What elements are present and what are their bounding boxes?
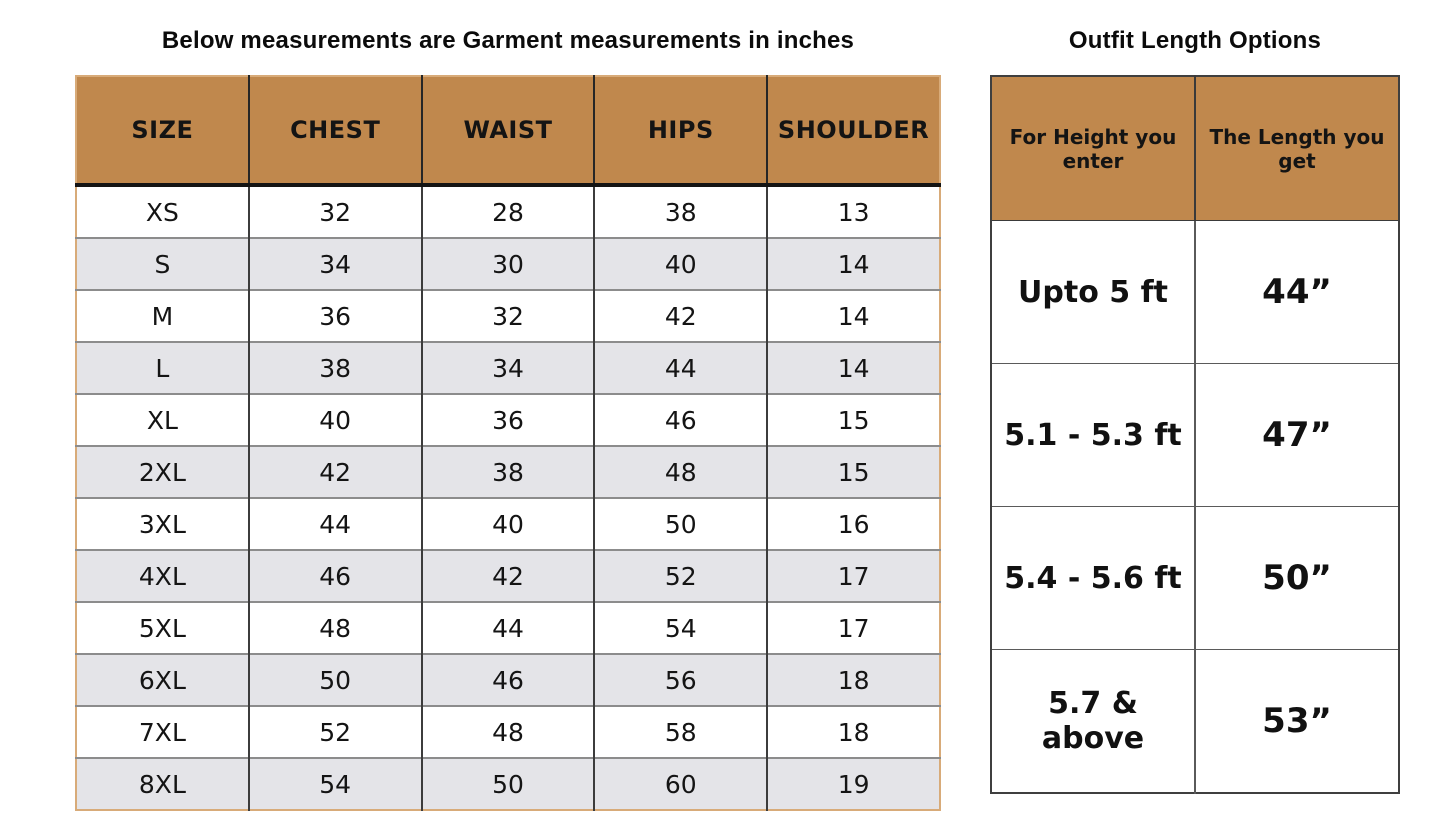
waist-cell: 48 bbox=[420, 705, 595, 758]
size-cell: XS bbox=[76, 184, 249, 238]
shoulder-cell: 18 bbox=[766, 653, 940, 706]
hips-cell: 42 bbox=[593, 289, 768, 342]
table-row: 2XL 42 38 48 15 bbox=[76, 445, 940, 498]
size-cell: 6XL bbox=[76, 653, 249, 706]
table-row: 6XL 50 46 56 18 bbox=[76, 653, 940, 706]
column-header-height: For Height you enter bbox=[990, 75, 1196, 221]
chest-cell: 36 bbox=[247, 289, 422, 342]
shoulder-cell: 16 bbox=[766, 497, 940, 550]
column-header-size: SIZE bbox=[76, 76, 249, 187]
length-value-cell: 47” bbox=[1194, 363, 1400, 507]
waist-cell: 30 bbox=[420, 237, 595, 290]
height-range-cell: 5.4 - 5.6 ft bbox=[990, 506, 1196, 650]
table-row: 8XL 54 50 60 19 bbox=[76, 757, 940, 810]
chest-cell: 40 bbox=[247, 393, 422, 446]
table-row: XS 32 28 38 13 bbox=[76, 184, 940, 238]
shoulder-cell: 15 bbox=[766, 393, 940, 446]
chest-cell: 54 bbox=[247, 757, 422, 810]
hips-cell: 48 bbox=[593, 445, 768, 498]
waist-cell: 32 bbox=[420, 289, 595, 342]
chest-cell: 46 bbox=[247, 549, 422, 602]
shoulder-cell: 14 bbox=[766, 289, 940, 342]
shoulder-cell: 13 bbox=[766, 184, 940, 238]
height-range-cell: 5.1 - 5.3 ft bbox=[990, 363, 1196, 507]
length-value-cell: 53” bbox=[1194, 649, 1400, 794]
shoulder-cell: 14 bbox=[766, 237, 940, 290]
size-cell: 2XL bbox=[76, 445, 249, 498]
garment-size-table: SIZE CHEST WAIST HIPS SHOULDER XS 32 28 … bbox=[75, 75, 941, 811]
hips-cell: 58 bbox=[593, 705, 768, 758]
waist-cell: 34 bbox=[420, 341, 595, 394]
chest-cell: 38 bbox=[247, 341, 422, 394]
table-row: L 38 34 44 14 bbox=[76, 341, 940, 394]
chest-cell: 32 bbox=[247, 184, 422, 238]
column-header-shoulder: SHOULDER bbox=[766, 76, 940, 187]
waist-cell: 50 bbox=[420, 757, 595, 810]
chest-cell: 50 bbox=[247, 653, 422, 706]
table-row: 5.4 - 5.6 ft 50” bbox=[990, 506, 1400, 650]
shoulder-cell: 18 bbox=[766, 705, 940, 758]
size-cell: L bbox=[76, 341, 249, 394]
table-row: Upto 5 ft 44” bbox=[990, 220, 1400, 364]
size-cell: 7XL bbox=[76, 705, 249, 758]
waist-cell: 28 bbox=[420, 184, 595, 238]
table-row: 5.7 & above 53” bbox=[990, 649, 1400, 794]
table-row: 7XL 52 48 58 18 bbox=[76, 705, 940, 758]
chest-cell: 34 bbox=[247, 237, 422, 290]
table-row: 4XL 46 42 52 17 bbox=[76, 549, 940, 602]
hips-cell: 56 bbox=[593, 653, 768, 706]
size-cell: 4XL bbox=[76, 549, 249, 602]
chest-cell: 42 bbox=[247, 445, 422, 498]
shoulder-cell: 17 bbox=[766, 549, 940, 602]
height-range-cell: 5.7 & above bbox=[990, 649, 1196, 794]
hips-cell: 44 bbox=[593, 341, 768, 394]
shoulder-cell: 17 bbox=[766, 601, 940, 654]
table-row: 5.1 - 5.3 ft 47” bbox=[990, 363, 1400, 507]
shoulder-cell: 14 bbox=[766, 341, 940, 394]
length-value-cell: 50” bbox=[1194, 506, 1400, 650]
hips-cell: 60 bbox=[593, 757, 768, 810]
shoulder-cell: 19 bbox=[766, 757, 940, 810]
hips-cell: 54 bbox=[593, 601, 768, 654]
waist-cell: 40 bbox=[420, 497, 595, 550]
hips-cell: 38 bbox=[593, 184, 768, 238]
hips-cell: 52 bbox=[593, 549, 768, 602]
chest-cell: 44 bbox=[247, 497, 422, 550]
column-header-hips: HIPS bbox=[593, 76, 768, 187]
size-cell: S bbox=[76, 237, 249, 290]
hips-cell: 50 bbox=[593, 497, 768, 550]
garment-table-title: Below measurements are Garment measureme… bbox=[161, 27, 855, 54]
outfit-length-table: For Height you enter The Length you get … bbox=[990, 75, 1400, 794]
size-cell: 8XL bbox=[76, 757, 249, 810]
chest-cell: 48 bbox=[247, 601, 422, 654]
hips-cell: 40 bbox=[593, 237, 768, 290]
outfit-header-row: For Height you enter The Length you get bbox=[990, 75, 1400, 221]
length-value-cell: 44” bbox=[1194, 220, 1400, 364]
garment-header-row: SIZE CHEST WAIST HIPS SHOULDER bbox=[76, 76, 940, 187]
waist-cell: 42 bbox=[420, 549, 595, 602]
chest-cell: 52 bbox=[247, 705, 422, 758]
hips-cell: 46 bbox=[593, 393, 768, 446]
size-cell: 3XL bbox=[76, 497, 249, 550]
waist-cell: 36 bbox=[420, 393, 595, 446]
column-header-waist: WAIST bbox=[420, 76, 595, 187]
table-row: M 36 32 42 14 bbox=[76, 289, 940, 342]
column-header-chest: CHEST bbox=[247, 76, 422, 187]
column-header-length: The Length you get bbox=[1194, 75, 1400, 221]
table-row: S 34 30 40 14 bbox=[76, 237, 940, 290]
table-row: XL 40 36 46 15 bbox=[76, 393, 940, 446]
waist-cell: 46 bbox=[420, 653, 595, 706]
size-cell: XL bbox=[76, 393, 249, 446]
size-cell: 5XL bbox=[76, 601, 249, 654]
table-row: 3XL 44 40 50 16 bbox=[76, 497, 940, 550]
table-row: 5XL 48 44 54 17 bbox=[76, 601, 940, 654]
height-range-cell: Upto 5 ft bbox=[990, 220, 1196, 364]
shoulder-cell: 15 bbox=[766, 445, 940, 498]
waist-cell: 44 bbox=[420, 601, 595, 654]
outfit-length-title: Outfit Length Options bbox=[1068, 27, 1322, 54]
waist-cell: 38 bbox=[420, 445, 595, 498]
size-cell: M bbox=[76, 289, 249, 342]
